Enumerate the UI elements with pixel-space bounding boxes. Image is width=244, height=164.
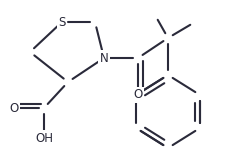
Text: O: O (133, 89, 143, 102)
Text: S: S (58, 16, 66, 29)
Text: O: O (9, 102, 19, 114)
Text: N: N (100, 51, 108, 64)
Text: OH: OH (35, 132, 53, 144)
